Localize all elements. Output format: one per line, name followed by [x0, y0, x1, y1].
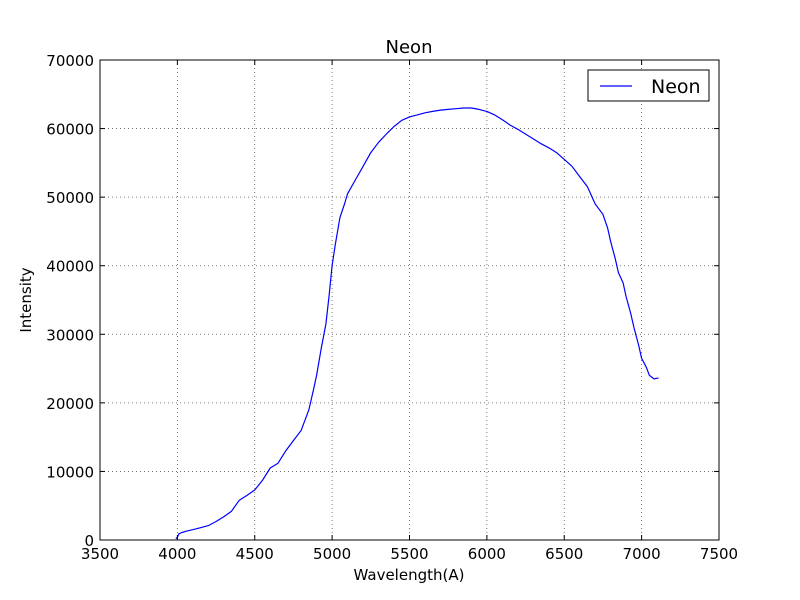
x-tick-label: 6000 — [468, 545, 506, 563]
y-tick-label: 70000 — [46, 52, 94, 70]
y-axis-label: Intensity — [17, 267, 35, 332]
y-tick-label: 20000 — [46, 395, 94, 413]
y-tick-label: 60000 — [46, 121, 94, 139]
grid — [100, 60, 719, 540]
legend-label-neon: Neon — [651, 76, 701, 98]
y-tick-label: 30000 — [46, 326, 94, 344]
chart-title: Neon — [386, 37, 433, 58]
y-tick-labels: 0 10000 20000 30000 40000 50000 60000 70000 — [46, 52, 94, 550]
y-tick-label: 50000 — [46, 189, 94, 207]
y-tick-label: 40000 — [46, 258, 94, 276]
x-tick-label: 3500 — [81, 545, 119, 563]
series-layer — [175, 107, 659, 540]
x-tick-label: 7000 — [623, 545, 661, 563]
x-tick-label: 5500 — [390, 545, 428, 563]
x-tick-labels: 3500 4000 4500 5000 5500 6000 6500 7000 7500 — [81, 545, 738, 563]
x-tick-label: 7500 — [700, 545, 738, 563]
x-tick-label: 4000 — [158, 545, 196, 563]
y-tick-label: 0 — [84, 532, 94, 550]
y-tick-label: 10000 — [46, 463, 94, 481]
x-axis-label: Wavelength(A) — [354, 566, 465, 584]
x-tick-label: 6500 — [545, 545, 583, 563]
legend: Neon — [587, 69, 710, 102]
x-tick-label: 4500 — [236, 545, 274, 563]
x-tick-label: 5000 — [313, 545, 351, 563]
ticks — [99, 59, 720, 541]
series-line-neon — [175, 107, 659, 540]
